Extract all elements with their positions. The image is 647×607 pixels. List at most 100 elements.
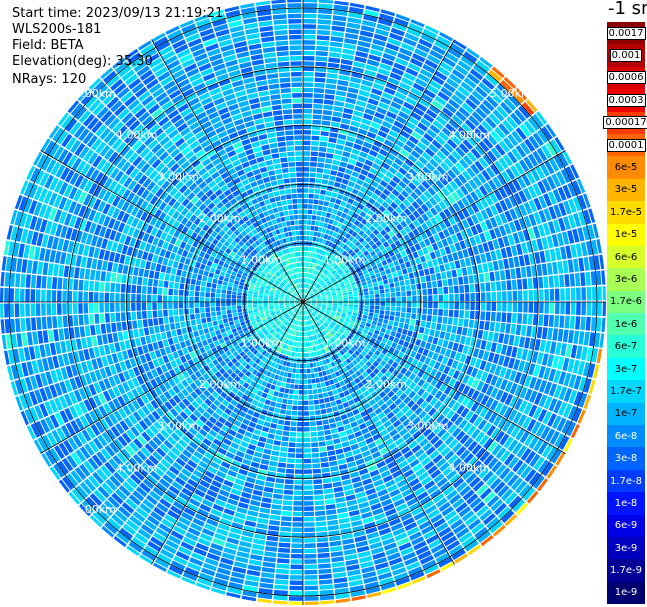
range-gate (305, 296, 310, 300)
range-gate (422, 428, 432, 437)
range-gate (533, 197, 543, 211)
range-gate (349, 279, 355, 284)
range-gate (96, 335, 103, 346)
range-gate (331, 164, 339, 171)
range-gate (414, 126, 425, 136)
range-gate (448, 98, 461, 110)
range-gate (400, 384, 408, 392)
range-gate (305, 273, 308, 278)
range-gate (317, 254, 321, 260)
range-gate (472, 348, 480, 358)
range-gate (491, 444, 502, 456)
range-gate (567, 230, 575, 244)
range-gate (479, 434, 490, 446)
range-gate (463, 51, 478, 63)
range-gate (346, 286, 352, 290)
range-gate (303, 384, 308, 390)
range-gate (499, 450, 511, 463)
range-gate (363, 113, 374, 121)
range-gate (419, 68, 433, 79)
range-gate (420, 400, 429, 410)
range-gate (506, 422, 516, 435)
range-gate (332, 566, 346, 573)
range-gate (486, 95, 499, 108)
range-gate (237, 312, 243, 316)
range-gate (308, 199, 314, 204)
range-gate (438, 363, 446, 373)
range-gate (546, 446, 558, 461)
range-gate (320, 600, 335, 605)
range-gate (344, 269, 350, 274)
range-gate (503, 356, 510, 368)
range-gate (503, 406, 513, 419)
range-gate (390, 311, 395, 316)
range-gate (341, 441, 350, 448)
range-gate (432, 315, 438, 323)
range-gate (541, 126, 553, 141)
range-gate (345, 214, 352, 221)
range-gate (468, 179, 478, 190)
range-gate (329, 175, 336, 181)
range-gate (247, 443, 257, 451)
range-gate (406, 296, 412, 302)
range-gate (292, 400, 298, 405)
range-gate (334, 325, 340, 331)
range-gate (309, 167, 317, 173)
range-gate (206, 337, 213, 344)
range-gate (283, 489, 294, 495)
range-gate (331, 209, 338, 215)
range-gate (364, 305, 369, 309)
range-gate (329, 423, 337, 429)
range-gate (322, 299, 327, 301)
range-gate (392, 218, 400, 226)
range-gate (400, 334, 407, 341)
range-gate (586, 240, 593, 256)
range-gate (589, 332, 595, 347)
range-gate (330, 225, 336, 231)
range-gate (454, 352, 462, 361)
range-gate (254, 533, 266, 540)
range-gate (327, 207, 333, 213)
range-gate (318, 371, 323, 377)
range-gate (345, 203, 352, 209)
range-gate (271, 418, 279, 424)
range-gate (482, 350, 490, 361)
range-gate (344, 38, 358, 45)
range-gate (452, 224, 460, 233)
range-gate (404, 32, 419, 42)
range-gate (341, 334, 347, 339)
range-gate (323, 488, 334, 494)
range-gate (314, 309, 319, 313)
range-gate (327, 299, 332, 301)
range-gate (336, 246, 342, 252)
range-gate (135, 337, 142, 347)
range-gate (469, 68, 484, 81)
range-gate (258, 512, 270, 519)
range-gate (360, 278, 366, 283)
range-gate (340, 436, 348, 443)
range-gate (494, 214, 503, 226)
range-gate (327, 304, 332, 307)
range-gate (385, 292, 391, 298)
range-gate (338, 463, 348, 470)
range-gate (519, 373, 527, 386)
range-gate (315, 307, 321, 310)
range-gate (390, 101, 402, 110)
range-gate (492, 109, 505, 122)
range-gate (490, 250, 497, 261)
range-gate (570, 244, 578, 258)
range-gate (338, 302, 343, 304)
range-gate (490, 427, 501, 440)
range-gate (343, 279, 349, 284)
range-gate (333, 438, 341, 445)
range-gate (314, 495, 324, 501)
range-gate (516, 176, 527, 189)
range-gate (429, 359, 436, 368)
range-gate (316, 526, 328, 532)
range-gate (348, 235, 355, 242)
range-gate (504, 210, 513, 222)
range-gate (337, 426, 345, 433)
range-gate (435, 272, 442, 280)
range-gate (555, 451, 566, 466)
range-gate (425, 394, 434, 403)
